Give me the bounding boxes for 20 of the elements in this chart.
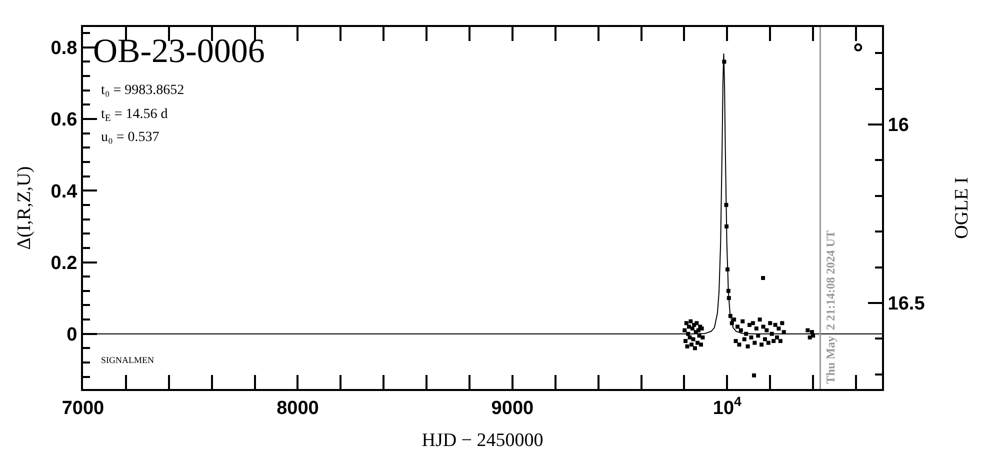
y-tick-label: 0.6: [50, 110, 78, 131]
y2-tick-label: 16.5: [888, 294, 926, 315]
y2-tick-label: 16: [888, 115, 909, 136]
annotation: Thu May 2 21:14:08 2024 UT: [824, 230, 838, 384]
y-axis-title: Δ(I,R,Z,U): [14, 166, 36, 250]
x-tick-label: 7000: [62, 398, 104, 419]
y-tick-label: 0.4: [50, 181, 78, 202]
annotation: SIGNALMEN: [101, 355, 154, 365]
chart-title: OB-23-0006: [93, 33, 265, 70]
annotation: t$_{E}$ = 14.56 d: [101, 107, 168, 124]
y-tick-label: 0.8: [50, 38, 78, 60]
x-tick-label: 9000: [491, 398, 534, 419]
x-tick-label: 8000: [276, 398, 319, 419]
y-tick-label: 0: [66, 324, 78, 346]
y2-axis-title: OGLE I: [952, 177, 973, 239]
annotation: u₀ = 0.537: [101, 130, 160, 145]
annotation: t₀ = 9983.8652: [101, 83, 184, 98]
x-axis-title: HJD − 2450000: [422, 430, 544, 452]
x-tick-label: 10$^{4}$: [712, 394, 742, 419]
y-tick-label: 0.2: [50, 252, 78, 274]
